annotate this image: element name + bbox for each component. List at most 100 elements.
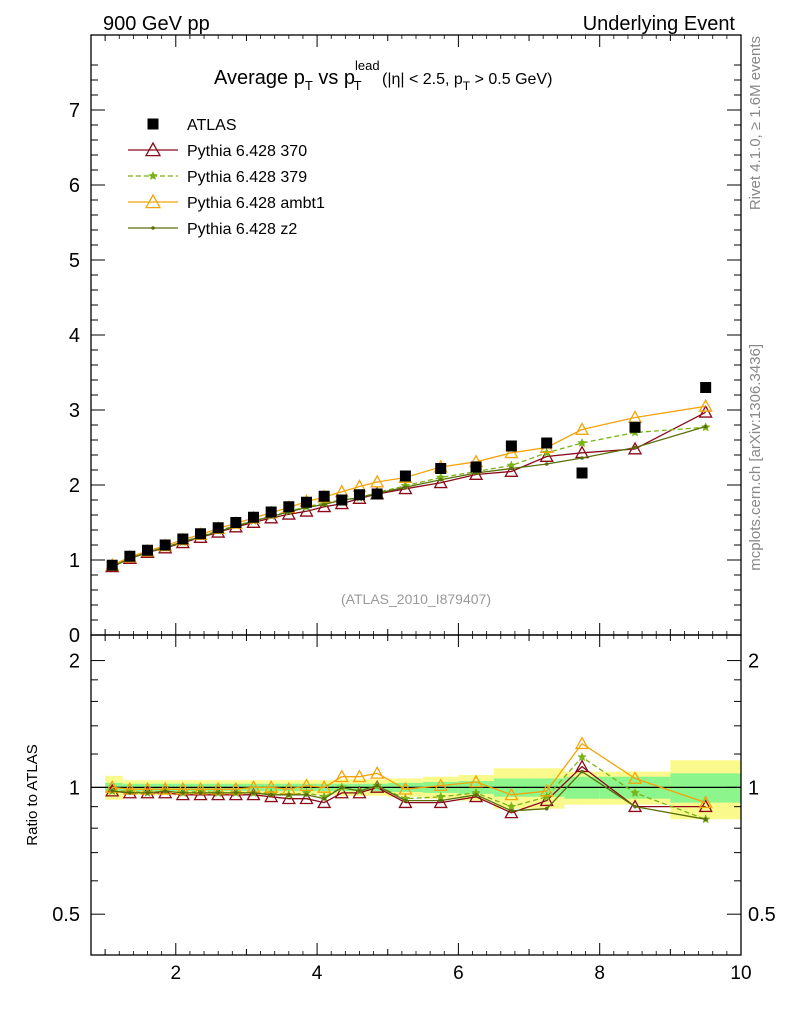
ratio-1-point-21 (577, 751, 587, 762)
title-part-vs: vs p (313, 67, 355, 89)
atlas-point-3 (159, 539, 171, 551)
atlas-point-1 (124, 550, 136, 562)
y-tick-label-3: 3 (69, 400, 80, 422)
series-2-point-21 (574, 422, 590, 435)
ratio-2-point-20 (539, 783, 554, 797)
axis-ticks (91, 35, 742, 955)
ratio-0-point-12 (317, 795, 332, 809)
ratio-2-point-13 (334, 769, 349, 783)
y-tick-label-6: 6 (69, 175, 80, 197)
ratio-0-point-13 (334, 785, 349, 799)
title-part-main: Average p (214, 67, 305, 89)
atlas-point-11 (300, 496, 312, 508)
series-2-point-15 (370, 474, 385, 488)
series-line-2 (111, 405, 706, 566)
ratio-3-point-4 (181, 791, 185, 795)
series-3-point-12 (322, 502, 326, 507)
ratio-tick-label-left-0.5: 0.5 (52, 904, 80, 926)
ratio-2-point-18 (468, 774, 484, 788)
legend-marker-4 (151, 226, 155, 230)
ratio-tick-label-left-2: 2 (69, 651, 80, 673)
ratio-1-point-22 (630, 787, 640, 798)
atlas-point-4 (177, 533, 189, 545)
ratio-3-point-19 (509, 808, 514, 813)
ratio-0-point-20 (539, 793, 554, 807)
series-0-point-12 (317, 499, 332, 513)
ratio-2-point-15 (370, 765, 385, 779)
atlas-point-23 (700, 382, 712, 393)
ratio-3-point-6 (216, 791, 220, 795)
ratio-2-point-16 (398, 781, 413, 795)
ratio-3-point-10 (287, 793, 291, 797)
series-2-point-19 (504, 445, 519, 459)
atlas-point-0 (106, 559, 118, 571)
ratio-0-point-22 (627, 799, 643, 813)
ratio-0-point-3 (158, 785, 173, 799)
legend-label-0: ATLAS (187, 117, 237, 134)
ratio-3-point-9 (269, 793, 273, 797)
series-3-point-19 (509, 466, 514, 471)
ratio-3-point-8 (251, 791, 256, 795)
legend-marker-3 (144, 193, 162, 209)
ratio-2-point-9 (264, 780, 279, 793)
series-3-point-22 (633, 445, 637, 450)
ratio-line-3 (112, 770, 706, 820)
ratio-2-point-3 (158, 781, 173, 795)
ratio-tick-label-right-2: 2 (748, 651, 759, 673)
x-tick-label-2: 2 (170, 963, 181, 984)
atlas-point-7 (230, 517, 242, 528)
x-tick-label-4: 4 (312, 963, 323, 984)
ratio-3-point-13 (340, 785, 344, 790)
series-3-point-21 (580, 456, 584, 460)
ratio-1-point-19 (506, 801, 517, 811)
atlas-point-9 (265, 506, 277, 518)
chart-title: Average pT vs plead T (|η| < 2.5, pT > 0.… (214, 58, 552, 93)
series-line-3 (111, 425, 706, 568)
ratio-0-point-9 (264, 789, 279, 803)
ratio-3-point-15 (375, 783, 379, 788)
ratio-3-point-22 (633, 804, 637, 809)
x-tick-label-8: 8 (594, 963, 605, 984)
header-left: 900 GeV pp (103, 13, 210, 35)
ratio-3-point-21 (580, 769, 584, 774)
atlas-point-18 (470, 461, 482, 473)
series-0-point-19 (504, 464, 519, 477)
series-0-point-10 (281, 506, 296, 520)
ratio-3-point-18 (474, 793, 478, 797)
ratio-3-point-16 (403, 798, 408, 803)
side-label-rivet: Rivet 4.1.0, ≥ 1.6M events (747, 36, 764, 210)
ratio-3-point-12 (322, 796, 326, 801)
y-tick-label-5: 5 (69, 250, 80, 272)
atlas-point-20 (541, 437, 553, 449)
ratio-2-point-21 (574, 736, 590, 750)
ratio-tick-label-right-0.5: 0.5 (748, 904, 776, 926)
analysis-id: (ATLAS_2010_I879407) (341, 591, 491, 607)
ratio-ylabel: Ratio to ATLAS (24, 744, 41, 845)
title-part-sub-t2: T (354, 78, 362, 93)
ratio-2-point-23 (698, 795, 713, 809)
series-3-point-23 (703, 424, 708, 429)
ratio-3-point-5 (198, 791, 203, 795)
atlas-point-6 (212, 522, 224, 534)
main-series (105, 382, 713, 573)
axis-tick-labels: 2 4 6 8 10 0 1 2 3 4 5 6 7 0.5 0.5 1 1 2 2 (52, 100, 776, 984)
legend-marker-0 (147, 118, 159, 130)
atlas-point-15 (371, 488, 383, 500)
series-1-point-21 (577, 437, 587, 448)
ratio-3-point-0 (110, 789, 114, 793)
ratio-0-point-17 (433, 795, 448, 809)
y-tick-label-1: 1 (69, 550, 80, 572)
series-line-1 (111, 426, 706, 568)
ratio-2-point-14 (352, 769, 367, 783)
ratio-2-point-22 (627, 771, 643, 784)
series-3-point-16 (403, 485, 408, 490)
series-3-point-17 (438, 477, 443, 482)
series-2-point-23 (698, 398, 713, 412)
ratio-0-point-8 (246, 787, 261, 801)
ratio-3-point-11 (304, 793, 309, 797)
atlas-point-16 (399, 470, 411, 482)
series-0-point-20 (539, 449, 554, 462)
ratio-2-point-11 (299, 778, 314, 792)
ratio-tick-label-right-1: 1 (748, 777, 759, 799)
